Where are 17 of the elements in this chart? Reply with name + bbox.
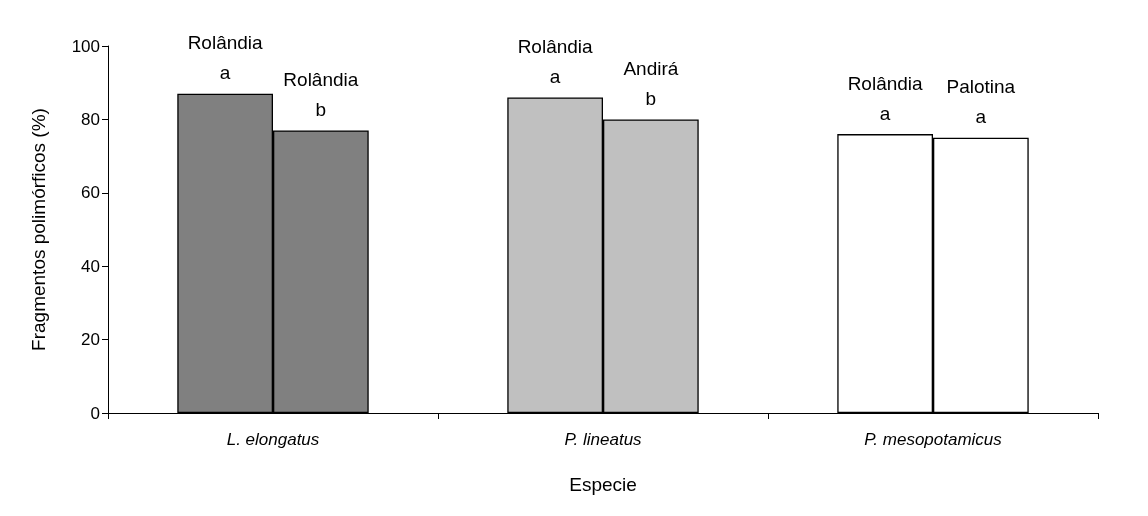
y-tick-label: 60 [81,183,100,203]
y-tick-label: 100 [71,36,100,56]
y-tick-label: 0 [90,403,100,423]
y-tick-label: 20 [81,330,100,350]
data-label: Rolândia b [283,68,359,120]
data-label: Palotina a [946,76,1016,128]
y-tick-label: 80 [81,109,100,129]
data-label: Rolândia a [517,35,594,87]
y-tick-label: 40 [81,256,100,276]
y-axis-title: Fragmentos polimórficos (%) [28,108,49,351]
data-label: Rolândia a [847,72,924,124]
data-label: Andirá b [623,57,679,109]
x-tick-label: P. mesopotamicus [864,430,1003,449]
data-label: Rolândia a [187,32,264,84]
x-axis-title: Especie [569,474,637,495]
x-tick-label: P. lineatus [564,430,643,449]
x-tick-label: L. elongatus [226,430,320,449]
